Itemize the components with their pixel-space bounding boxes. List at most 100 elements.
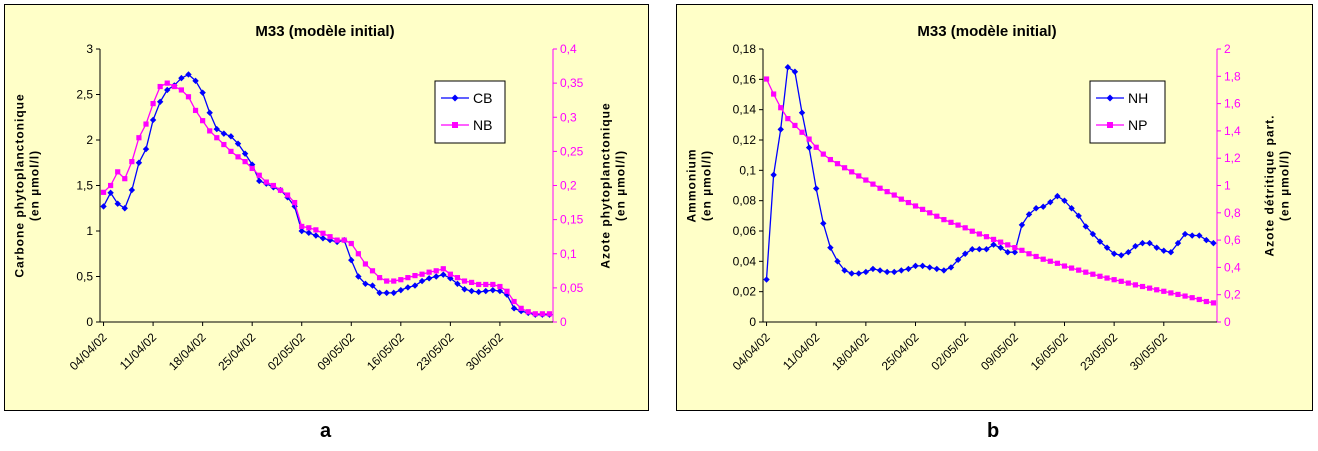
chart-b-point-NP <box>920 206 926 212</box>
chart-b-point-NH <box>784 64 792 71</box>
chart-a-point-CB <box>496 287 504 295</box>
chart-b-point-NH <box>1160 247 1167 254</box>
chart-a-ytick-label: 1 <box>86 224 93 238</box>
chart-a-y2tick-label: 0,15 <box>560 213 584 227</box>
chart-b-xtick-label: 18/04/02 <box>829 330 872 373</box>
chart-a-point-NB <box>376 275 383 281</box>
chart-b-point-NH <box>1181 230 1189 238</box>
chart-a-point-CB <box>418 277 426 285</box>
chart-a-point-NB <box>454 275 461 281</box>
chart-b-point-NH <box>883 268 891 276</box>
chart-b-point-NH <box>1032 205 1040 212</box>
chart-a-point-NB <box>469 279 475 286</box>
chart-b-point-NP <box>785 116 791 122</box>
chart-a-point-CB <box>425 275 433 282</box>
chart-b-point-NP <box>1196 296 1202 303</box>
chart-a-xtick-label: 18/04/02 <box>166 330 209 373</box>
chart-b-point-NP <box>998 239 1004 245</box>
chart-a-point-NB <box>461 278 468 284</box>
chart-b-point-NP <box>969 228 975 234</box>
chart-a-point-NB <box>341 237 347 243</box>
chart-b-point-NH <box>1103 244 1111 251</box>
chart-a-series-CB-line <box>102 73 550 316</box>
chart-b-point-NP <box>1175 291 1181 298</box>
chart-b-ytick-label: 0,04 <box>733 254 757 268</box>
chart-a-point-NB <box>412 272 418 279</box>
chart-b-point-NH <box>1075 212 1082 220</box>
chart-b-point-NP <box>1111 277 1117 283</box>
chart-a-point-CB <box>192 77 199 85</box>
chart-b-point-NP <box>884 189 890 195</box>
chart-b-y2tick-label: 1,6 <box>1224 97 1241 111</box>
chart-a-point-CB <box>135 159 143 166</box>
chart-a-point-CB <box>510 305 518 312</box>
chart-a-xtick-label: 11/04/02 <box>117 330 160 373</box>
chart-a-point-CB <box>482 287 489 295</box>
chart-b-point-NP <box>1005 242 1011 248</box>
chart-a-point-CB <box>348 256 355 264</box>
chart-a-y2tick-label: 0,25 <box>560 144 584 158</box>
chart-b-xtick-label: 16/05/02 <box>1028 330 1071 373</box>
chart-b-point-NH <box>1125 249 1132 256</box>
chart-b-point-NP <box>792 122 798 129</box>
chart-a-point-CB <box>468 287 475 295</box>
chart-b-point-NP <box>1061 263 1068 269</box>
chart-a-xtick-label: 02/05/02 <box>265 330 308 373</box>
chart-b-point-NH <box>1082 223 1089 230</box>
chart-a-legend-label-NB: NB <box>473 117 492 133</box>
chart-a-point-NB <box>313 227 319 233</box>
chart-a-point-NB <box>108 182 114 189</box>
chart-b-legend-marker-NH <box>1106 94 1114 102</box>
chart-b-point-NH <box>1167 249 1175 256</box>
chart-a-point-NB <box>334 237 340 243</box>
chart-b-point-NP <box>1139 283 1146 290</box>
chart-b-point-NH <box>813 185 820 192</box>
chart-b-point-NP <box>1125 280 1131 286</box>
chart-b-point-NH <box>763 276 770 283</box>
chart-b-point-NH <box>891 268 898 276</box>
chart-panel-a: M33 (modèle initial) 0 0,5 1 1,5 2 2,5 3 0 0,05 0,… <box>4 4 649 411</box>
chart-b-point-NP <box>841 165 848 171</box>
chart-b-point-NH <box>898 267 905 274</box>
chart-b-point-NP <box>827 156 833 163</box>
chart-b-point-NP <box>1182 293 1188 299</box>
chart-a-point-CB <box>383 289 390 297</box>
chart-a-point-CB <box>156 98 164 105</box>
chart-b-legend-label-NP: NP <box>1128 117 1147 133</box>
chart-a-point-NB <box>440 266 446 272</box>
chart-a-xtick-label: 16/05/02 <box>364 330 407 373</box>
chart-a-point-NB <box>284 192 291 198</box>
chart-a-point-CB <box>142 145 150 153</box>
chart-a-y2tick-label: 0,2 <box>560 179 577 193</box>
chart-b-point-NH <box>820 220 827 227</box>
chart-a-point-NB <box>178 87 184 93</box>
chart-b-xtick-label: 11/04/02 <box>780 330 823 373</box>
chart-b-y2tick-label: 1,4 <box>1224 124 1241 138</box>
chart-b-point-NP <box>1090 271 1096 277</box>
chart-b-ytick-label: 0 <box>749 315 756 329</box>
chart-a-svg: M33 (modèle initial) 0 0,5 1 1,5 2 2,5 3 0 0,05 0,… <box>12 23 627 373</box>
chart-a-point-CB <box>376 289 383 297</box>
chart-b-ytick-label: 0,12 <box>733 133 757 147</box>
chart-b-point-NH <box>848 270 855 277</box>
chart-b-ylabel: Ammonium(en µmol/l) <box>684 149 713 223</box>
chart-a-point-NB <box>242 159 248 165</box>
chart-b-point-NH <box>969 246 976 253</box>
chart-a-point-NB <box>270 182 277 189</box>
chart-b-point-NH <box>997 244 1004 251</box>
chart-a-point-CB <box>100 203 107 210</box>
chart-a-point-NB <box>355 251 361 257</box>
chart-b-legend-marker-NP <box>1107 122 1113 128</box>
chart-a-legend-label-CB: CB <box>473 90 492 106</box>
chart-b-point-NP <box>877 185 883 191</box>
chart-b-point-NP <box>1047 258 1053 264</box>
chart-b-point-NH <box>1153 244 1160 251</box>
chart-a-point-NB <box>292 199 298 206</box>
chart-b-y2tick-label: 2 <box>1224 42 1231 56</box>
chart-b-title: M33 (modèle initial) <box>917 23 1056 40</box>
chart-a-point-CB <box>312 232 320 239</box>
chart-a-point-NB <box>185 94 192 100</box>
chart-b-point-NH <box>834 258 841 265</box>
chart-b-point-NP <box>1210 300 1217 306</box>
chart-b-ytick-label: 0,16 <box>733 72 757 86</box>
